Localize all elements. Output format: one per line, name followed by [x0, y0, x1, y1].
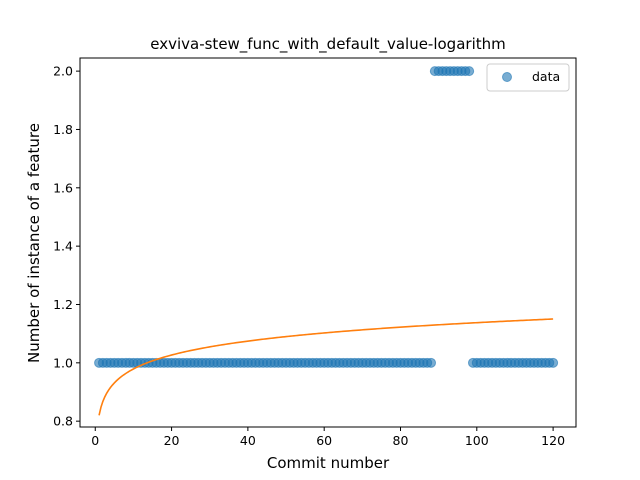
legend-label-data: data — [532, 69, 560, 84]
legend-box — [486, 63, 570, 92]
axes-background — [80, 58, 576, 427]
y-tick-label: 1.0 — [53, 355, 73, 370]
y-tick-label: 1.4 — [53, 239, 73, 254]
x-tick-label: 120 — [541, 433, 565, 448]
x-tick-label: 80 — [393, 433, 409, 448]
data-point — [548, 357, 559, 368]
data-point — [426, 357, 437, 368]
data-point — [464, 66, 475, 77]
legend: data — [486, 63, 570, 92]
x-tick-label: 60 — [316, 433, 332, 448]
fit-line — [98, 318, 554, 416]
axes-frame — [79, 57, 577, 428]
y-tick-label: 2.0 — [53, 64, 73, 79]
x-tick-label: 0 — [91, 433, 99, 448]
x-tick-label: 100 — [465, 433, 489, 448]
y-axis-label: Number of instance of a feature — [25, 123, 43, 363]
y-tick-label: 0.8 — [53, 414, 73, 429]
y-tick-label: 1.2 — [53, 297, 73, 312]
y-tick-label: 1.8 — [53, 122, 73, 137]
x-tick-label: 40 — [240, 433, 256, 448]
chart-title: exviva-stew_func_with_default_value-loga… — [150, 35, 505, 54]
x-tick-label: 20 — [164, 433, 180, 448]
plot-area: 0 20 40 60 80 100 120 0.8 1.0 1.2 1.4 1.6 1.8 2.0 — [53, 57, 577, 448]
x-axis-label: Commit number — [267, 454, 390, 472]
legend-marker-data — [502, 72, 512, 82]
y-tick-label: 1.6 — [53, 180, 73, 195]
